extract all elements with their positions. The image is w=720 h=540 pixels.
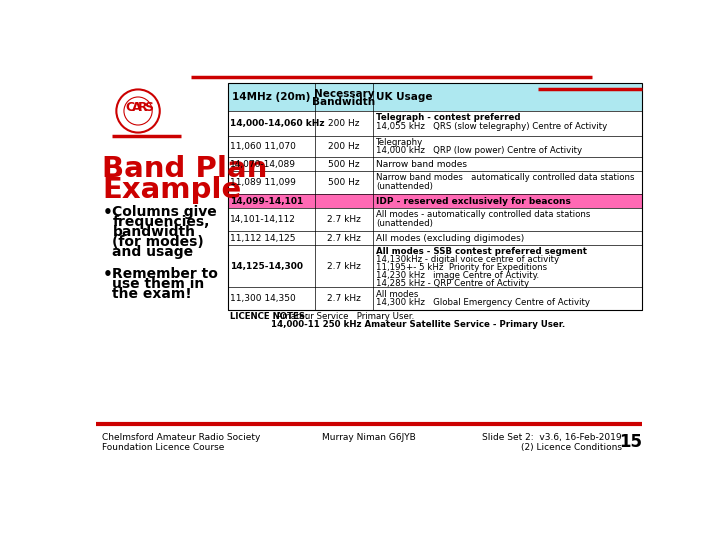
Text: 2.7 kHz: 2.7 kHz [327,294,361,303]
Text: 14,300 kHz   Global Emergency Centre of Activity: 14,300 kHz Global Emergency Centre of Ac… [376,298,590,307]
Text: Telegraphy: Telegraphy [376,138,423,147]
Text: use them in: use them in [112,278,204,291]
Text: Example: Example [102,176,242,204]
Text: 200 Hz: 200 Hz [328,119,359,128]
Text: (unattended): (unattended) [376,219,433,228]
Bar [228,231,642,245]
Text: 14MHz (20m): 14MHz (20m) [232,92,310,102]
Text: All modes - SSB contest preferred segment: All modes - SSB contest preferred segmen… [376,247,587,256]
Text: 500 Hz: 500 Hz [328,178,359,187]
Bar [228,136,642,157]
Bar [228,83,642,111]
Text: 14,099-14,101: 14,099-14,101 [230,197,304,206]
Text: (for modes): (for modes) [112,235,204,249]
Text: 14,070-14,089: 14,070-14,089 [230,160,296,168]
Text: 11,195+- 5 kHz  Priority for Expeditions: 11,195+- 5 kHz Priority for Expeditions [376,264,547,272]
Text: 14,125-14,300: 14,125-14,300 [230,262,303,271]
Text: 15: 15 [618,433,642,451]
Text: Necessary: Necessary [314,89,374,99]
Text: 11,089 11,099: 11,089 11,099 [230,178,296,187]
Text: Telegraph - contest preferred: Telegraph - contest preferred [376,113,521,122]
Text: bandwidth: bandwidth [112,225,195,239]
Text: Narrow band modes: Narrow band modes [376,160,467,168]
Text: 14,055 kHz   QRS (slow telegraphy) Centre of Activity: 14,055 kHz QRS (slow telegraphy) Centre … [376,122,607,131]
Text: IDP - reserved exclusively for beacons: IDP - reserved exclusively for beacons [376,197,571,206]
Bar [228,111,642,136]
Text: 14,101-14,112: 14,101-14,112 [230,215,296,224]
Bar [228,287,642,310]
Text: •: • [102,267,112,282]
Text: UK Usage: UK Usage [376,92,433,102]
Text: 2.7 kHz: 2.7 kHz [327,233,361,242]
Text: 11,300 14,350: 11,300 14,350 [230,294,296,303]
Text: 14,000-14,060 kHz: 14,000-14,060 kHz [230,119,325,128]
Text: 14,000 kHz   QRP (low power) Centre of Activity: 14,000 kHz QRP (low power) Centre of Act… [376,146,582,156]
Bar [228,194,642,208]
Text: Remember to: Remember to [112,267,218,281]
Text: 14,130kHz - digital voice centre of activity: 14,130kHz - digital voice centre of acti… [376,255,559,264]
Text: Band Plan: Band Plan [102,155,268,183]
Text: Columns give: Columns give [112,205,217,219]
Text: S: S [145,102,153,114]
Text: 2.7 kHz: 2.7 kHz [327,215,361,224]
Text: Slide Set 2:  v3.6, 16-Feb-2019
(2) Licence Conditions: Slide Set 2: v3.6, 16-Feb-2019 (2) Licen… [482,433,621,453]
Text: Bandwidth: Bandwidth [312,97,375,107]
Text: 11,060 11,070: 11,060 11,070 [230,142,296,151]
Text: 200 Hz: 200 Hz [328,142,359,151]
Text: Chelmsford Amateur Radio Society
Foundation Licence Course: Chelmsford Amateur Radio Society Foundat… [102,433,261,453]
Text: All modes (excluding digimodes): All modes (excluding digimodes) [376,233,524,242]
Text: •: • [102,205,112,220]
Text: 11,112 14,125: 11,112 14,125 [230,233,296,242]
Text: A: A [132,102,141,114]
Text: Amateur Service   Primary User.: Amateur Service Primary User. [271,312,414,321]
Text: 14,000-11 250 kHz Amateur Satellite Service - Primary User.: 14,000-11 250 kHz Amateur Satellite Serv… [271,320,564,329]
Text: 2.7 kHz: 2.7 kHz [327,262,361,271]
Bar [228,208,642,231]
Text: frequencies,: frequencies, [112,215,210,229]
Text: and usage: and usage [112,245,194,259]
Text: 500 Hz: 500 Hz [328,160,359,168]
Text: Narrow band modes   automatically controlled data stations: Narrow band modes automatically controll… [376,173,634,183]
Text: C: C [126,102,135,114]
Bar [228,83,642,310]
Text: LICENCE NOTES:: LICENCE NOTES: [230,312,309,321]
Bar [228,245,642,287]
Text: 14,285 kHz - QRP Centre of Activity: 14,285 kHz - QRP Centre of Activity [376,279,529,288]
Text: R: R [138,102,148,114]
Text: 14,230 kHz   image Centre of Activity.: 14,230 kHz image Centre of Activity. [376,271,539,280]
Bar [228,157,642,171]
Text: Murray Niman G6JYB: Murray Niman G6JYB [322,433,416,442]
Text: (unattended): (unattended) [376,182,433,191]
Text: the exam!: the exam! [112,287,192,301]
Text: All modes - automatically controlled data stations: All modes - automatically controlled dat… [376,211,590,219]
Text: All modes: All modes [376,289,418,299]
Bar [228,171,642,194]
